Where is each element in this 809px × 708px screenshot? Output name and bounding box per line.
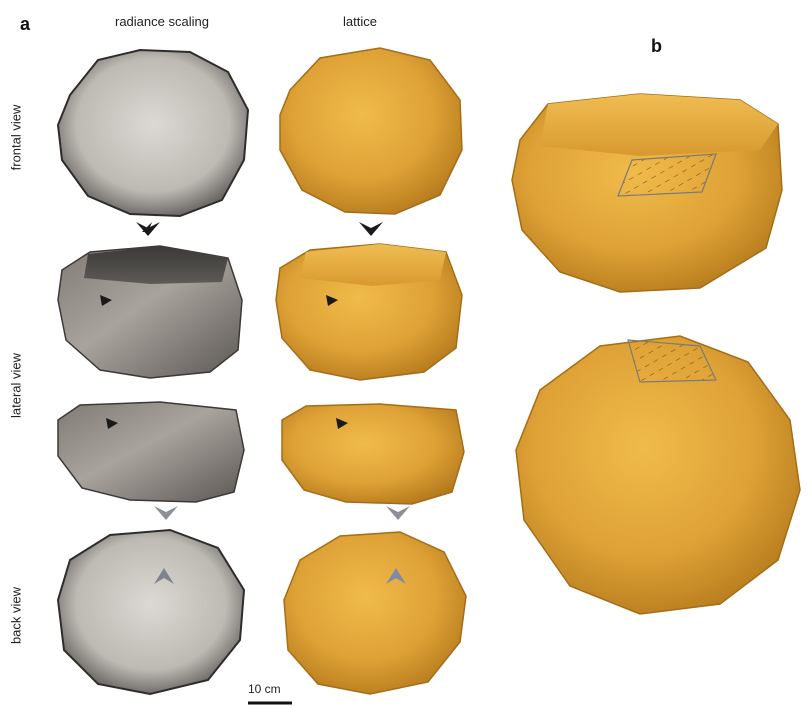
lattice-large-back-stone bbox=[515, 335, 801, 615]
lattice-lateral-top-1 bbox=[300, 244, 446, 286]
arrowhead-black-icon bbox=[100, 295, 112, 306]
panel-a-label: a bbox=[20, 14, 31, 34]
lattice-large-lateral-top bbox=[540, 94, 778, 156]
radiance-back-stone bbox=[56, 528, 246, 696]
arrowhead-grey-icon bbox=[386, 568, 406, 584]
hatched-surface-area bbox=[617, 153, 717, 197]
arrowhead-grey-icon bbox=[154, 506, 178, 520]
scale-bar-label: 10 cm bbox=[248, 682, 281, 696]
arrowhead-black-icon bbox=[359, 222, 383, 236]
column-title-lattice: lattice bbox=[343, 14, 377, 29]
panel-b-label: b bbox=[651, 36, 662, 56]
radiance-frontal-stone bbox=[56, 48, 250, 218]
arrowhead-grey-icon bbox=[386, 506, 410, 520]
hatched-surface-area bbox=[627, 339, 717, 383]
lattice-back-stone bbox=[283, 531, 467, 695]
arrowhead-black-icon bbox=[336, 418, 348, 429]
arrowhead-grey-icon bbox=[154, 568, 174, 584]
radiance-lateral-top-1 bbox=[84, 246, 228, 284]
lattice-lateral-stone-2 bbox=[281, 403, 465, 505]
arrowhead-black-icon bbox=[106, 418, 118, 429]
arrowhead-black-icon bbox=[136, 222, 160, 236]
column-title-radiance-scaling: radiance scaling bbox=[115, 14, 209, 29]
radiance-lateral-stone-2 bbox=[57, 401, 245, 503]
arrowhead-black-icon bbox=[326, 295, 338, 306]
lattice-frontal-stone bbox=[279, 47, 463, 215]
